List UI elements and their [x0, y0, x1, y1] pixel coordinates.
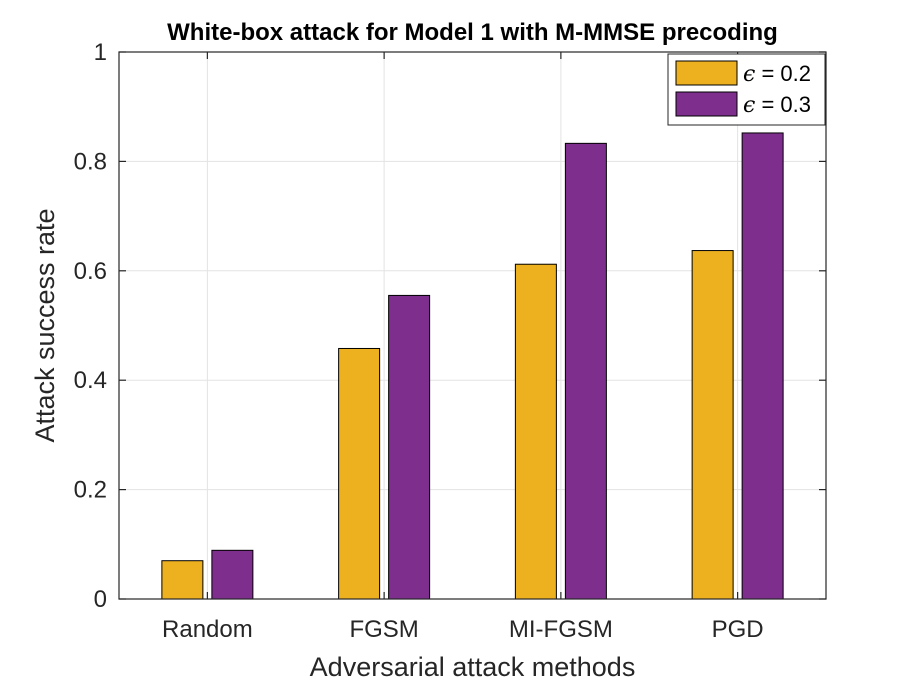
chart-title: White-box attack for Model 1 with M-MMSE…	[167, 19, 778, 46]
bar-random-series-1	[161, 560, 204, 600]
y-tick-label: 0.4	[74, 367, 107, 394]
x-tick-label: FGSM	[349, 616, 418, 643]
x-tick-label: Random	[162, 616, 253, 643]
bar-fgsm-series-1	[338, 347, 381, 600]
legend-epsilon-value: = 0.2	[755, 61, 811, 86]
bar-pgd-series-1	[691, 250, 734, 600]
legend-epsilon-symbol: ϵ	[743, 93, 755, 118]
legend-swatch-eps-0-3	[675, 91, 738, 117]
y-tick-label: 0.6	[74, 258, 107, 285]
y-tick-label: 0.2	[74, 477, 107, 504]
legend-label-eps-0-2: ϵ = 0.2	[743, 61, 811, 87]
x-axis-label: Adversarial attack methods	[310, 652, 636, 682]
y-axis-label: Attack success rate	[30, 208, 60, 442]
x-tick-label: MI-FGSM	[509, 616, 613, 643]
y-tick-label: 1	[94, 39, 107, 66]
bar-pgd-series-2	[741, 132, 784, 600]
axis-ticks: 0 0.2 0.4 0.6 0.8 1 Random FGSM MI-FGSM PGD	[74, 39, 826, 643]
legend-swatch-eps-0-2	[675, 60, 738, 86]
legend: ϵ = 0.2 ϵ = 0.3	[667, 53, 826, 126]
legend-label-eps-0-3: ϵ = 0.3	[743, 92, 811, 118]
legend-epsilon-symbol: ϵ	[743, 62, 755, 87]
bar-mi-fgsm-series-1	[514, 263, 557, 600]
bar-fgsm-series-2	[388, 294, 431, 600]
bars	[161, 132, 784, 600]
legend-epsilon-value: = 0.3	[755, 92, 811, 117]
plot-frame	[118, 51, 827, 600]
x-tick-label: PGD	[712, 616, 764, 643]
bar-mi-fgsm-series-2	[564, 142, 607, 600]
y-tick-label: 0.8	[74, 148, 107, 175]
bar-random-series-2	[211, 549, 254, 600]
y-tick-label: 0	[94, 586, 107, 613]
